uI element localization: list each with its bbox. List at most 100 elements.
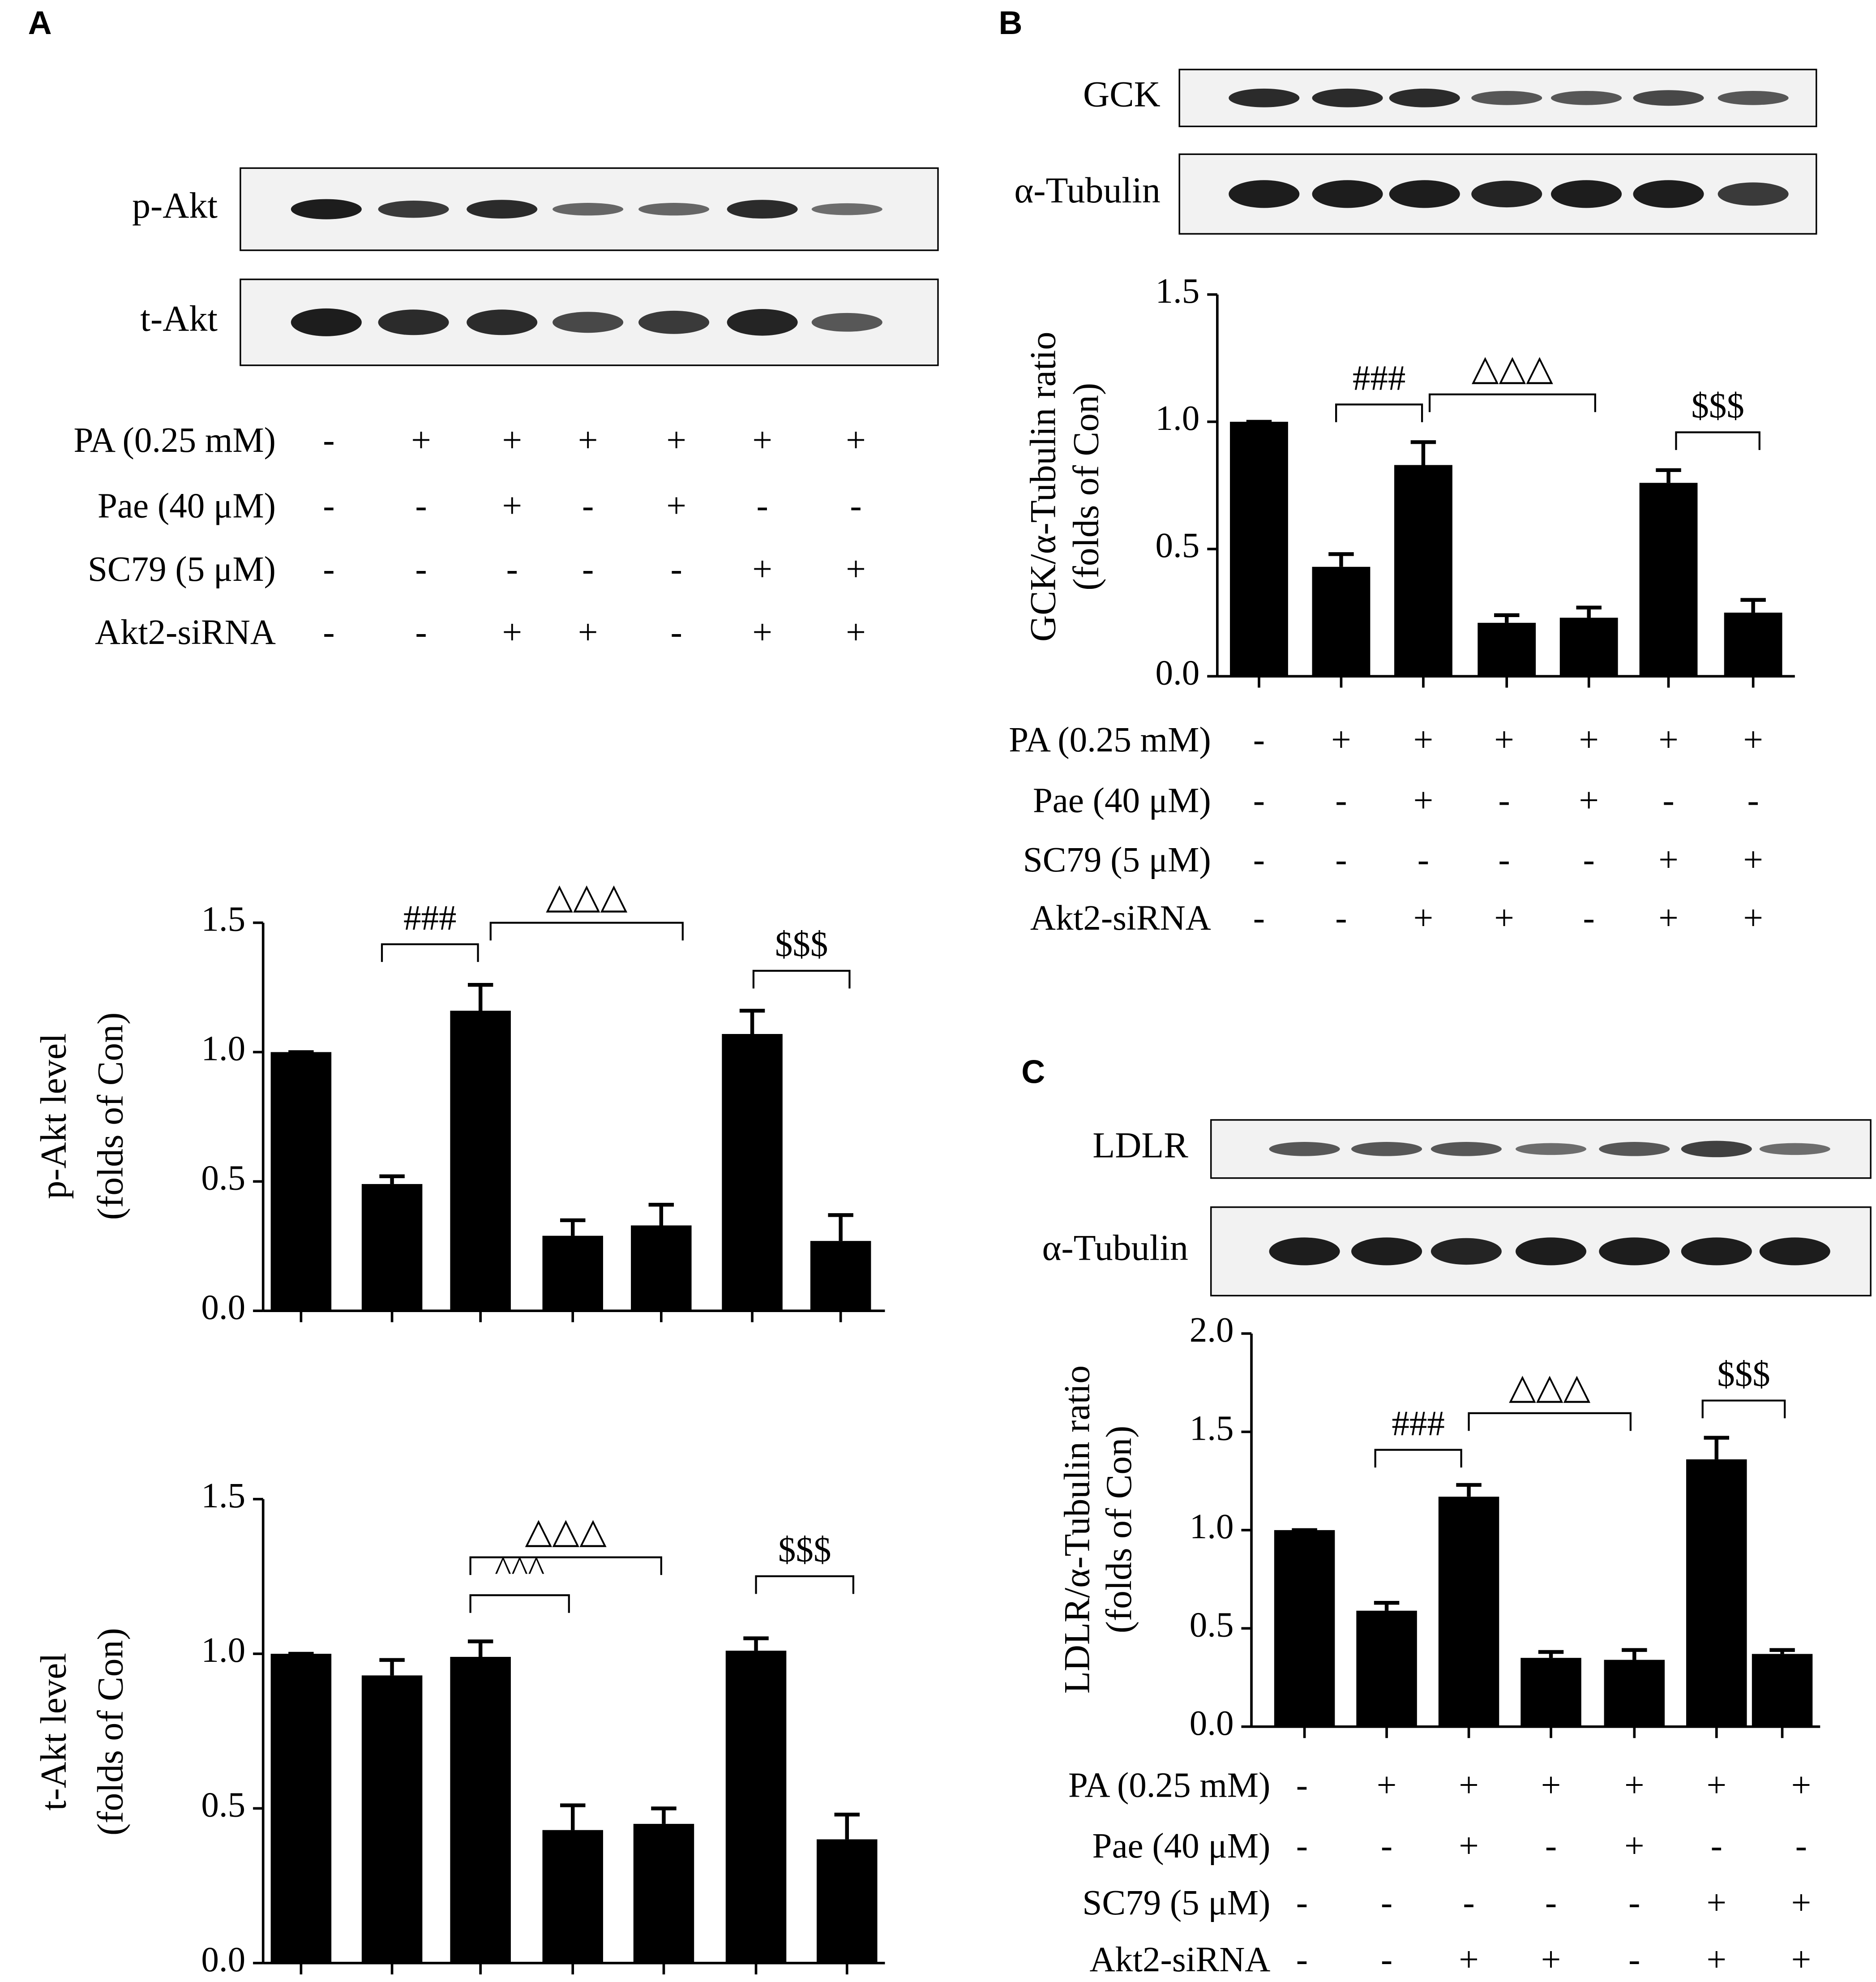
bar bbox=[450, 1656, 511, 1963]
significance-label: ^^^ bbox=[495, 1550, 544, 1589]
y-tick-label: 1.0 bbox=[1156, 399, 1200, 438]
y-axis-label: GCK/α-Tubulin ratio bbox=[1023, 332, 1063, 642]
significance-bracket bbox=[1675, 431, 1760, 450]
treatment-name: SC79 (5 μM) bbox=[1023, 841, 1211, 879]
blot-band bbox=[1515, 1237, 1587, 1266]
treatment-sign: + bbox=[578, 613, 598, 652]
treatment-sign: + bbox=[1658, 841, 1679, 879]
treatment-sign: - bbox=[415, 487, 427, 526]
blot-band bbox=[1681, 1141, 1752, 1158]
bar bbox=[633, 1823, 694, 1963]
treatment-sign: - bbox=[1253, 781, 1265, 820]
significance-bracket bbox=[1428, 393, 1596, 412]
treatment-sign: + bbox=[1658, 721, 1679, 759]
treatment-sign: - bbox=[1498, 781, 1510, 820]
significance-bracket bbox=[1701, 1399, 1786, 1419]
treatment-name: Pae (40 μM) bbox=[1033, 781, 1211, 820]
blot-band bbox=[291, 308, 362, 336]
significance-bracket bbox=[1468, 1412, 1632, 1431]
blot-band bbox=[1351, 1142, 1422, 1156]
bar bbox=[1639, 483, 1698, 677]
treatment-sign: - bbox=[1545, 1827, 1557, 1866]
bar bbox=[810, 1241, 871, 1311]
panel-label: C bbox=[1021, 1054, 1045, 1090]
treatment-sign: - bbox=[415, 613, 427, 652]
blot-band bbox=[1551, 90, 1622, 105]
treatment-sign: - bbox=[756, 487, 768, 526]
treatment-sign: + bbox=[1459, 1827, 1479, 1866]
treatment-sign: + bbox=[846, 421, 866, 460]
treatment-sign: + bbox=[666, 487, 686, 526]
y-tick-label: 0.5 bbox=[1190, 1605, 1234, 1644]
blot-band bbox=[1351, 1237, 1422, 1266]
treatment-sign: - bbox=[1296, 1883, 1308, 1922]
bar bbox=[1230, 421, 1288, 677]
blot-band bbox=[1312, 180, 1383, 208]
bar bbox=[725, 1651, 787, 1963]
treatment-sign: + bbox=[411, 421, 431, 460]
treatment-sign: + bbox=[1413, 899, 1434, 938]
blot-band bbox=[1229, 88, 1300, 107]
treatment-sign: + bbox=[1541, 1766, 1561, 1805]
y-axis-label: (folds of Con) bbox=[90, 1012, 130, 1220]
blot-band bbox=[467, 200, 538, 219]
significance-bracket bbox=[489, 922, 684, 941]
bar bbox=[1478, 622, 1536, 677]
treatment-sign: - bbox=[582, 550, 594, 589]
treatment-sign: + bbox=[1707, 1940, 1727, 1979]
blot-band bbox=[1269, 1237, 1340, 1266]
y-tick-label: 1.5 bbox=[1156, 272, 1200, 311]
treatment-sign: - bbox=[1381, 1940, 1392, 1979]
blot-band bbox=[1718, 182, 1789, 206]
blot-band bbox=[1312, 88, 1383, 107]
blot-band bbox=[467, 309, 538, 335]
y-tick-label: 1.0 bbox=[1190, 1507, 1234, 1546]
blot-label: p-Akt bbox=[132, 185, 218, 226]
treatment-sign: - bbox=[1381, 1827, 1392, 1866]
significance-bracket bbox=[469, 1594, 570, 1613]
treatment-sign: + bbox=[1658, 899, 1679, 938]
panel-label: B bbox=[998, 4, 1022, 41]
treatment-sign: + bbox=[1331, 721, 1351, 759]
treatment-sign: + bbox=[1791, 1766, 1812, 1805]
treatment-sign: - bbox=[1795, 1827, 1807, 1866]
blot-band bbox=[1759, 1237, 1830, 1266]
blot-band bbox=[1471, 90, 1542, 105]
y-tick-label: 0.5 bbox=[201, 1785, 245, 1824]
y-tick-label: 0.5 bbox=[201, 1158, 245, 1197]
treatment-sign: + bbox=[1624, 1766, 1645, 1805]
bar bbox=[361, 1675, 423, 1963]
blot-band bbox=[638, 310, 710, 334]
treatment-sign: + bbox=[578, 421, 598, 460]
treatment-sign: + bbox=[1413, 781, 1434, 820]
treatment-sign: - bbox=[1335, 781, 1347, 820]
treatment-sign: - bbox=[506, 550, 518, 589]
y-axis-label: (folds of Con) bbox=[1098, 1426, 1139, 1634]
treatment-sign: - bbox=[1583, 841, 1595, 879]
y-axis-label: LDLR/α-Tubulin ratio bbox=[1057, 1365, 1097, 1694]
blot-band bbox=[1389, 88, 1460, 107]
y-tick-label: 1.0 bbox=[201, 1631, 245, 1670]
blot-label: α-Tubulin bbox=[1014, 170, 1160, 210]
treatment-sign: + bbox=[752, 613, 772, 652]
treatment-sign: - bbox=[850, 487, 861, 526]
significance-label: ### bbox=[1353, 359, 1406, 398]
treatment-sign: + bbox=[1743, 899, 1763, 938]
blot-band bbox=[378, 200, 449, 218]
blot-band bbox=[638, 203, 710, 216]
y-tick-label: 1.5 bbox=[1190, 1409, 1234, 1448]
treatment-sign: + bbox=[1707, 1766, 1727, 1805]
significance-label: $$$ bbox=[778, 1531, 831, 1570]
treatment-name: SC79 (5 μM) bbox=[88, 550, 276, 589]
y-axis-label: (folds of Con) bbox=[1066, 383, 1106, 591]
blot-label: GCK bbox=[1083, 74, 1161, 115]
significance-label: $$$ bbox=[775, 925, 828, 964]
treatment-sign: - bbox=[1296, 1827, 1308, 1866]
y-tick-label: 0.0 bbox=[1190, 1704, 1234, 1743]
y-axis-label: (folds of Con) bbox=[90, 1628, 130, 1836]
blot-band bbox=[1431, 1238, 1502, 1265]
treatment-sign: - bbox=[671, 550, 682, 589]
significance-label: △△△ bbox=[546, 877, 628, 916]
treatment-sign: + bbox=[1791, 1883, 1812, 1922]
treatment-sign: - bbox=[323, 613, 334, 652]
